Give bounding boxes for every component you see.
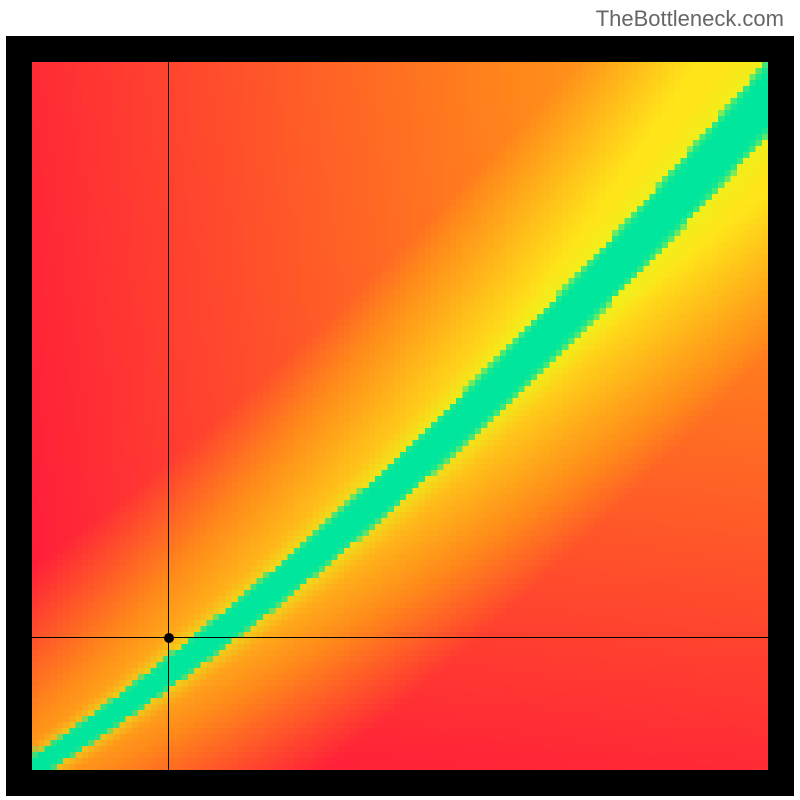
watermark-text: TheBottleneck.com	[596, 6, 784, 32]
heatmap-canvas	[32, 62, 768, 770]
chart-frame	[6, 36, 794, 796]
chart-plot-area	[32, 62, 768, 770]
crosshair-vertical	[168, 62, 169, 770]
crosshair-horizontal	[32, 637, 768, 638]
crosshair-marker	[164, 633, 174, 643]
chart-container: TheBottleneck.com	[0, 0, 800, 800]
